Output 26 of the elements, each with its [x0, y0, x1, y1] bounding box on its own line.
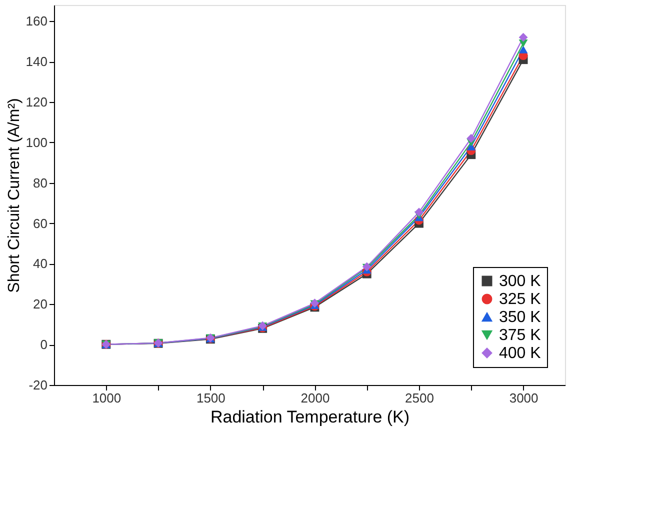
y-tick-label: 80 — [33, 175, 48, 190]
point — [466, 134, 476, 143]
legend-label: 400 K — [499, 345, 542, 362]
point — [414, 208, 424, 217]
y-tick-label: 40 — [33, 256, 48, 272]
x-tick-label: 2500 — [405, 390, 434, 406]
x-tick-label: 3000 — [509, 390, 538, 406]
x-axis-title: Radiation Temperature (K) — [210, 408, 410, 426]
x-tick-label: 1000 — [92, 390, 122, 406]
y-tick-label: 20 — [33, 296, 48, 312]
x-tick-label: 2000 — [300, 390, 330, 406]
point — [518, 46, 528, 54]
y-tick-label: 100 — [26, 134, 48, 150]
y-tick-label: 120 — [26, 94, 48, 110]
legend-label: 300 K — [499, 273, 542, 290]
y-tick-label: 160 — [26, 14, 48, 29]
x-tick-label: 1500 — [196, 390, 226, 406]
legend-label: 325 K — [499, 291, 542, 308]
y-tick-label: 140 — [26, 54, 48, 70]
y-tick-label: -20 — [28, 378, 48, 392]
y-tick-label: 60 — [33, 216, 48, 231]
legend-label: 375 K — [499, 327, 542, 344]
legend-label: 350 K — [499, 309, 542, 326]
y-tick-label: 0 — [40, 337, 48, 352]
y-axis-title: Short Circuit Current (A/m²) — [6, 98, 23, 293]
point — [518, 32, 528, 42]
